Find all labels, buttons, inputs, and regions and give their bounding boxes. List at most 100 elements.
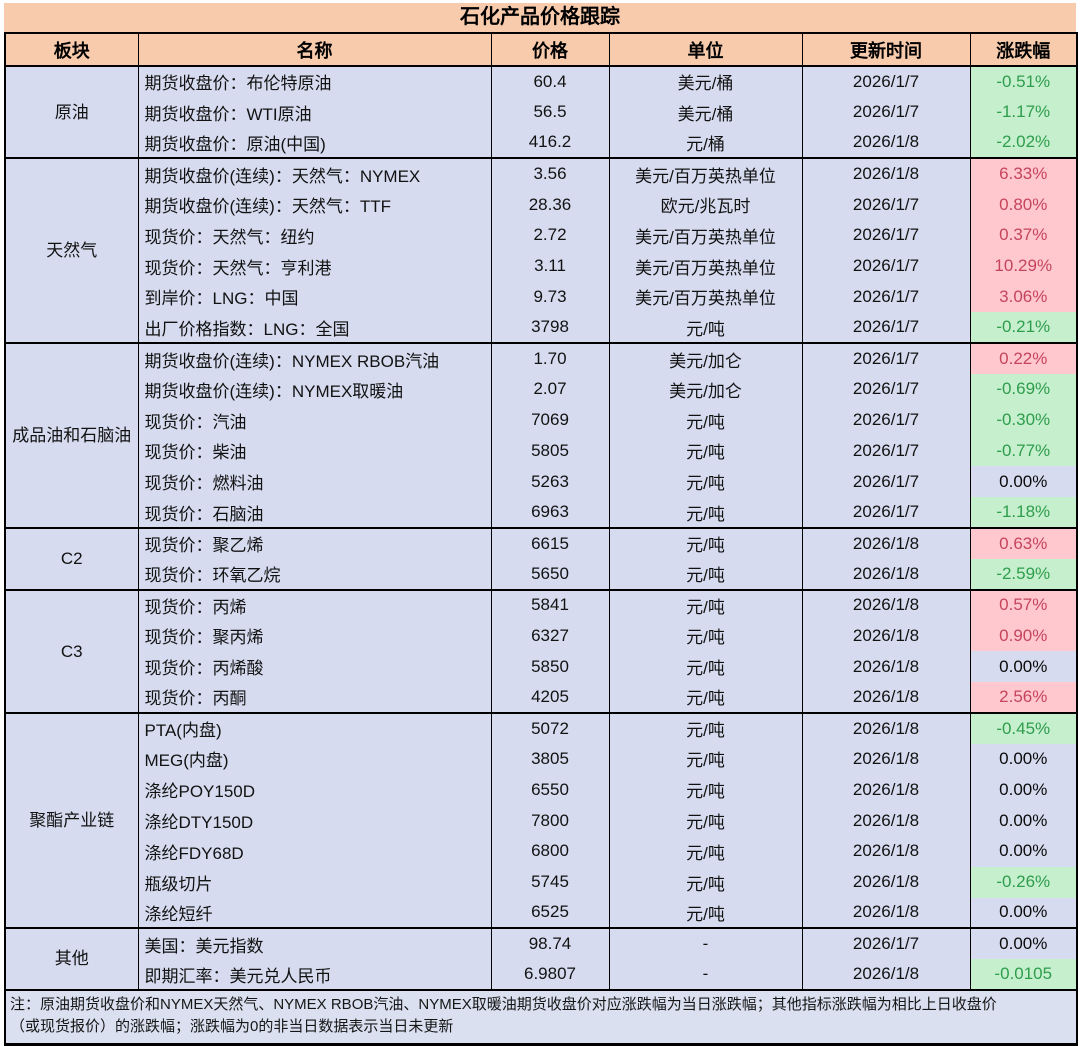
unit-cell: 美元/百万英热单位 bbox=[608, 250, 803, 282]
price-cell: 6.9807 bbox=[490, 959, 610, 990]
price-cell: 5805 bbox=[490, 435, 610, 467]
table-row: 瓶级切片 5745 元/吨 2026/1/8 -0.26% bbox=[5, 866, 1078, 898]
name-cell: 现货价：天然气：纽约 bbox=[137, 219, 492, 251]
sector-cell: 成品油和石脑油 bbox=[4, 342, 139, 528]
name-cell: 现货价：汽油 bbox=[137, 404, 492, 436]
price-cell: 6550 bbox=[490, 774, 610, 806]
price-cell: 6615 bbox=[490, 526, 610, 559]
unit-cell: 元/吨 bbox=[608, 312, 803, 344]
name-cell: 现货价：丙烯 bbox=[137, 588, 492, 621]
table-row: 成品油和石脑油 期货收盘价(连续)：NYMEX RBOB汽油 1.70 美元/加仑 20… bbox=[4, 342, 1078, 528]
date-cell: 2026/1/8 bbox=[801, 959, 971, 990]
date-cell: 2026/1/8 bbox=[801, 835, 971, 867]
unit-cell: 元/吨 bbox=[608, 866, 803, 898]
sector-cell: C3 bbox=[4, 588, 139, 713]
price-cell: 6800 bbox=[490, 835, 610, 867]
table-row: 涤纶短纤 6525 元/吨 2026/1/8 0.00% bbox=[5, 897, 1078, 929]
date-cell: 2026/1/7 bbox=[801, 373, 971, 405]
price-cell: 6525 bbox=[490, 897, 610, 929]
col-header-unit: 单位 bbox=[608, 32, 803, 67]
price-cell: 416.2 bbox=[490, 127, 610, 159]
table-row: 现货价：石脑油 6963 元/吨 2026/1/7 -1.18% bbox=[5, 497, 1078, 528]
table-row: C3 现货价：丙烯 5841 元/吨 2026/1/8 0.57% bbox=[4, 588, 1078, 713]
col-header-date: 更新时间 bbox=[801, 32, 971, 67]
name-cell: 现货价：聚乙烯 bbox=[137, 526, 492, 559]
change-cell: 0.57% bbox=[969, 588, 1078, 621]
name-cell: 现货价：石脑油 bbox=[137, 497, 492, 528]
col-header-price: 价格 bbox=[490, 32, 610, 67]
table-row: 涤纶DTY150D 7800 元/吨 2026/1/8 0.00% bbox=[5, 805, 1078, 836]
price-cell: 7800 bbox=[490, 805, 610, 836]
price-cell: 60.4 bbox=[490, 65, 610, 97]
table-row: 现货价：汽油 7069 元/吨 2026/1/7 -0.30% bbox=[5, 404, 1078, 436]
table-row: 现货价：燃料油 5263 元/吨 2026/1/7 0.00% bbox=[5, 466, 1078, 498]
change-cell: -2.59% bbox=[969, 558, 1078, 590]
price-cell: 5745 bbox=[490, 866, 610, 898]
date-cell: 2026/1/8 bbox=[801, 620, 971, 652]
change-cell: 0.90% bbox=[969, 620, 1078, 652]
table-body: 原油 期货收盘价：布伦特原油 60.4 美元/桶 2026/1/7 -0.51% 期货收盘价… bbox=[4, 64, 1078, 990]
name-cell: 期货收盘价(连续)：NYMEX RBOB汽油 bbox=[137, 342, 492, 374]
name-cell: 涤纶DTY150D bbox=[137, 805, 492, 836]
name-cell: PTA(内盘) bbox=[137, 711, 492, 744]
table-row: 现货价：天然气：纽约 2.72 美元/百万英热单位 2026/1/7 0.37% bbox=[5, 219, 1078, 251]
unit-cell: 元/吨 bbox=[608, 651, 803, 682]
table-row: 涤纶POY150D 6550 元/吨 2026/1/8 0.00% bbox=[5, 774, 1078, 806]
unit-cell: - bbox=[608, 959, 803, 990]
sector-cell: 天然气 bbox=[4, 157, 139, 344]
date-cell: 2026/1/8 bbox=[801, 774, 971, 806]
unit-cell: 元/吨 bbox=[608, 588, 803, 621]
unit-cell: 美元/桶 bbox=[608, 65, 803, 97]
unit-cell: 元/吨 bbox=[608, 497, 803, 528]
unit-cell: 欧元/兆瓦时 bbox=[608, 189, 803, 220]
table-row: MEG(内盘) 3805 元/吨 2026/1/8 0.00% bbox=[5, 743, 1078, 775]
price-cell: 28.36 bbox=[490, 189, 610, 220]
change-cell: -0.77% bbox=[969, 435, 1078, 467]
price-cell: 6963 bbox=[490, 497, 610, 528]
date-cell: 2026/1/7 bbox=[801, 189, 971, 220]
change-cell: 0.80% bbox=[969, 189, 1078, 220]
price-cell: 3.56 bbox=[490, 157, 610, 190]
table-row: 期货收盘价(连续)：天然气：TTF 28.36 欧元/兆瓦时 2026/1/7 0.80… bbox=[5, 189, 1078, 220]
date-cell: 2026/1/8 bbox=[801, 711, 971, 744]
footnote-line-1: 注：原油期货收盘价和NYMEX天然气、NYMEX RBOB汽油、NYMEX取暖油… bbox=[10, 995, 997, 1013]
change-cell: -0.69% bbox=[969, 373, 1078, 405]
date-cell: 2026/1/8 bbox=[801, 897, 971, 929]
unit-cell: 美元/百万英热单位 bbox=[608, 157, 803, 190]
table-row: 期货收盘价：WTI原油 56.5 美元/桶 2026/1/7 -1.17% bbox=[5, 96, 1078, 128]
name-cell: 涤纶POY150D bbox=[137, 774, 492, 806]
unit-cell: 元/吨 bbox=[608, 435, 803, 467]
table-row: 聚酯产业链 PTA(内盘) 5072 元/吨 2026/1/8 -0.45% bbox=[4, 711, 1078, 929]
change-cell: -0.51% bbox=[969, 65, 1078, 97]
unit-cell: 元/吨 bbox=[608, 681, 803, 713]
price-cell: 5850 bbox=[490, 651, 610, 682]
name-cell: 期货收盘价：原油(中国) bbox=[137, 127, 492, 159]
price-cell: 5841 bbox=[490, 588, 610, 621]
table-row: 天然气 期货收盘价(连续)：天然气：NYMEX 3.56 美元/百万英热单位 2026/… bbox=[4, 157, 1078, 344]
table-row: 现货价：柴油 5805 元/吨 2026/1/7 -0.77% bbox=[5, 435, 1078, 467]
table-row: 期货收盘价(连续)：NYMEX取暖油 2.07 美元/加仑 2026/1/7 -0.69… bbox=[5, 373, 1078, 405]
name-cell: 瓶级切片 bbox=[137, 866, 492, 898]
change-cell: 0.00% bbox=[969, 805, 1078, 836]
price-cell: 1.70 bbox=[490, 342, 610, 374]
sector-cell: 聚酯产业链 bbox=[4, 711, 139, 929]
price-cell: 3805 bbox=[490, 743, 610, 775]
name-cell: 期货收盘价(连续)：NYMEX取暖油 bbox=[137, 373, 492, 405]
sector-cell: 其他 bbox=[4, 927, 139, 990]
price-cell: 4205 bbox=[490, 681, 610, 713]
header-row: 板块 名称 价格 单位 更新时间 涨跌幅 bbox=[4, 32, 1078, 67]
unit-cell: 元/吨 bbox=[608, 404, 803, 436]
price-cell: 56.5 bbox=[490, 96, 610, 128]
date-cell: 2026/1/8 bbox=[801, 743, 971, 775]
date-cell: 2026/1/7 bbox=[801, 281, 971, 313]
unit-cell: 美元/加仑 bbox=[608, 373, 803, 405]
unit-cell: 元/吨 bbox=[608, 620, 803, 652]
change-cell: -0.45% bbox=[969, 711, 1078, 744]
change-cell: 0.00% bbox=[969, 466, 1078, 498]
table-row: 即期汇率：美元兑人民币 6.9807-2026/1/8 -0.0105 bbox=[5, 959, 1078, 990]
unit-cell: - bbox=[608, 927, 803, 960]
price-cell: 6327 bbox=[490, 620, 610, 652]
sector-cell: C2 bbox=[4, 526, 139, 590]
change-cell: 3.06% bbox=[969, 281, 1078, 313]
